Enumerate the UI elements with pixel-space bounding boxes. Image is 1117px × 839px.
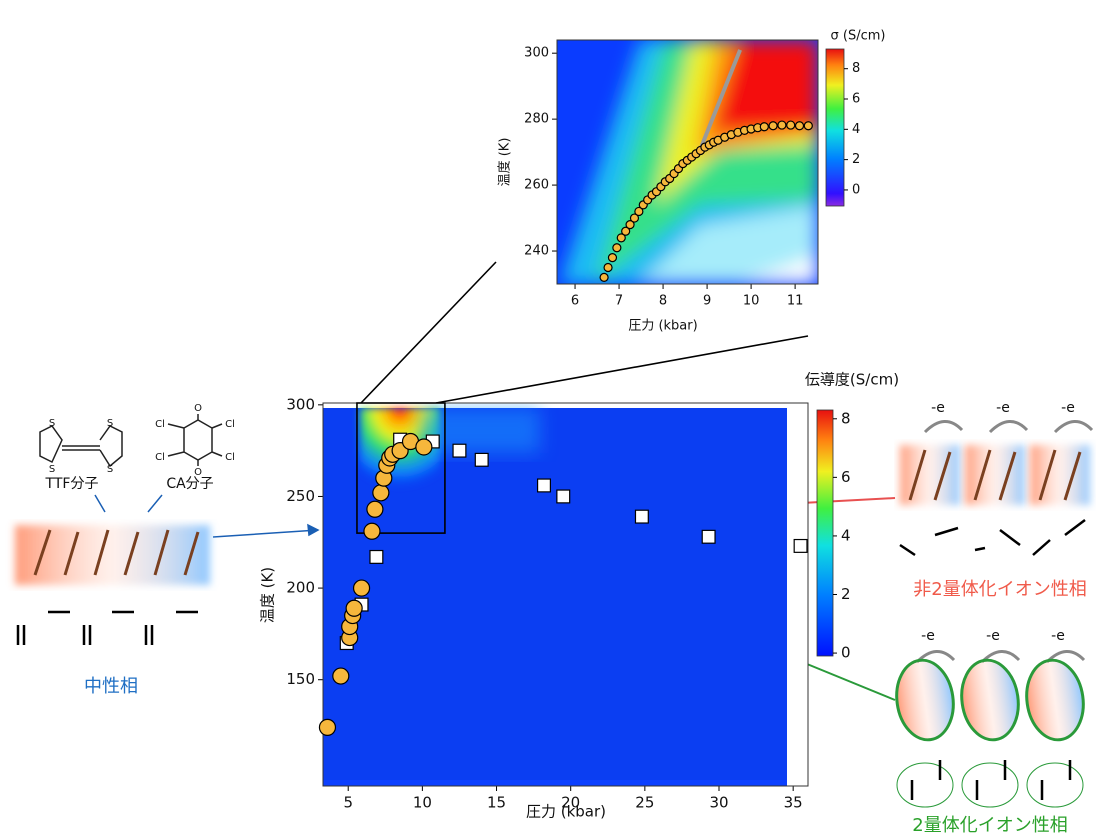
colorbar-tick-label: 8	[841, 409, 851, 427]
y-tick-label: 240	[524, 244, 549, 259]
circle-marker	[319, 719, 335, 735]
heatmap-gradient	[323, 780, 787, 786]
y-axis-label: 温度 (K)	[259, 567, 277, 623]
ttf-label: TTF分子	[45, 476, 99, 492]
y-tick-label: 300	[286, 395, 315, 413]
circle-marker	[804, 122, 812, 130]
nondimer-phase-label: 非2量体化イオン性相	[913, 579, 1086, 600]
circle-marker	[604, 264, 612, 272]
square-marker	[538, 479, 551, 492]
x-tick-label: 11	[787, 294, 804, 309]
x-tick-label: 5	[343, 794, 353, 812]
colorbar-tick-label: 4	[841, 526, 851, 544]
ca-label: CA分子	[166, 476, 213, 492]
circle-marker	[796, 122, 804, 130]
colorbar-tick-label: 2	[841, 585, 851, 603]
electron-label: -e	[921, 628, 935, 644]
circle-marker	[608, 254, 616, 262]
y-tick-label: 300	[524, 46, 549, 61]
colorbar-label: σ (S/cm)	[831, 29, 886, 44]
y-axis-label: 温度 (K)	[497, 138, 513, 187]
electron-label: -e	[986, 628, 1000, 644]
atom-label: S	[49, 418, 55, 429]
circle-marker	[787, 121, 795, 129]
x-tick-label: 25	[635, 794, 654, 812]
circle-marker	[333, 668, 349, 684]
dimer-phase-label: 2量体化イオン性相	[912, 815, 1067, 836]
colorbar	[826, 49, 844, 206]
colorbar-tick-label: 6	[852, 92, 860, 107]
circle-marker	[416, 439, 432, 455]
y-tick-label: 260	[524, 178, 549, 193]
circle-marker	[364, 523, 380, 539]
circle-marker	[346, 600, 362, 616]
square-marker	[370, 551, 383, 564]
x-tick-label: 7	[615, 294, 623, 309]
square-marker	[453, 444, 466, 457]
atom-label: Cl	[225, 419, 235, 430]
square-marker	[794, 540, 807, 553]
square-marker	[475, 453, 488, 466]
square-marker	[557, 490, 570, 503]
x-tick-label: 9	[703, 294, 711, 309]
square-marker	[635, 510, 648, 523]
atom-label: O	[194, 467, 202, 478]
x-tick-label: 35	[784, 794, 803, 812]
atom-label: O	[194, 403, 202, 414]
y-tick-label: 250	[286, 487, 315, 505]
colorbar-tick-label: 2	[852, 152, 860, 167]
colorbar-tick-label: 0	[841, 644, 851, 662]
circle-marker	[354, 580, 370, 596]
atom-label: S	[49, 464, 55, 475]
atom-label: S	[107, 464, 113, 475]
electron-label: -e	[1051, 628, 1065, 644]
x-axis-label: 圧力 (kbar)	[526, 803, 606, 821]
colorbar-tick-label: 0	[852, 182, 860, 197]
chart: 6 7 8 9 10 11 240 260 280 300 圧力 (kbar) 温度 (K) 0 2 4 6 8…	[497, 29, 886, 334]
electron-label: -e	[996, 400, 1010, 416]
atom-label: Cl	[155, 419, 165, 430]
x-tick-label: 10	[413, 794, 432, 812]
y-tick-label: 200	[286, 579, 315, 597]
y-tick-label: 150	[286, 670, 315, 688]
x-tick-label: 8	[659, 294, 667, 309]
colorbar-tick-label: 8	[852, 61, 860, 76]
x-tick-label: 15	[487, 794, 506, 812]
colorbar-tick-label: 4	[852, 122, 860, 137]
atom-label: S	[107, 418, 113, 429]
colorbar-tick-label: 6	[841, 468, 851, 486]
x-tick-label: 6	[571, 294, 579, 309]
colorbar-label: 伝導度(S/cm)	[805, 371, 899, 389]
circle-marker	[373, 485, 389, 501]
atom-label: Cl	[155, 452, 165, 463]
electron-label: -e	[931, 400, 945, 416]
x-axis-label: 圧力 (kbar)	[628, 319, 697, 334]
circle-marker	[769, 122, 777, 130]
atom-label: Cl	[225, 452, 235, 463]
circle-marker	[613, 244, 621, 252]
circle-marker	[600, 273, 608, 281]
circle-marker	[778, 121, 786, 129]
x-tick-label: 10	[743, 294, 760, 309]
circle-marker	[760, 123, 768, 131]
x-tick-label: 30	[709, 794, 728, 812]
figure: TTF分子 CA分子 S S S S O Cl Cl Cl Cl O 中性相	[0, 0, 1117, 839]
y-tick-label: 280	[524, 112, 549, 127]
square-marker	[702, 530, 715, 543]
colorbar	[817, 410, 833, 656]
circle-marker	[367, 501, 383, 517]
electron-label: -e	[1061, 400, 1075, 416]
neutral-phase-label: 中性相	[84, 676, 138, 697]
